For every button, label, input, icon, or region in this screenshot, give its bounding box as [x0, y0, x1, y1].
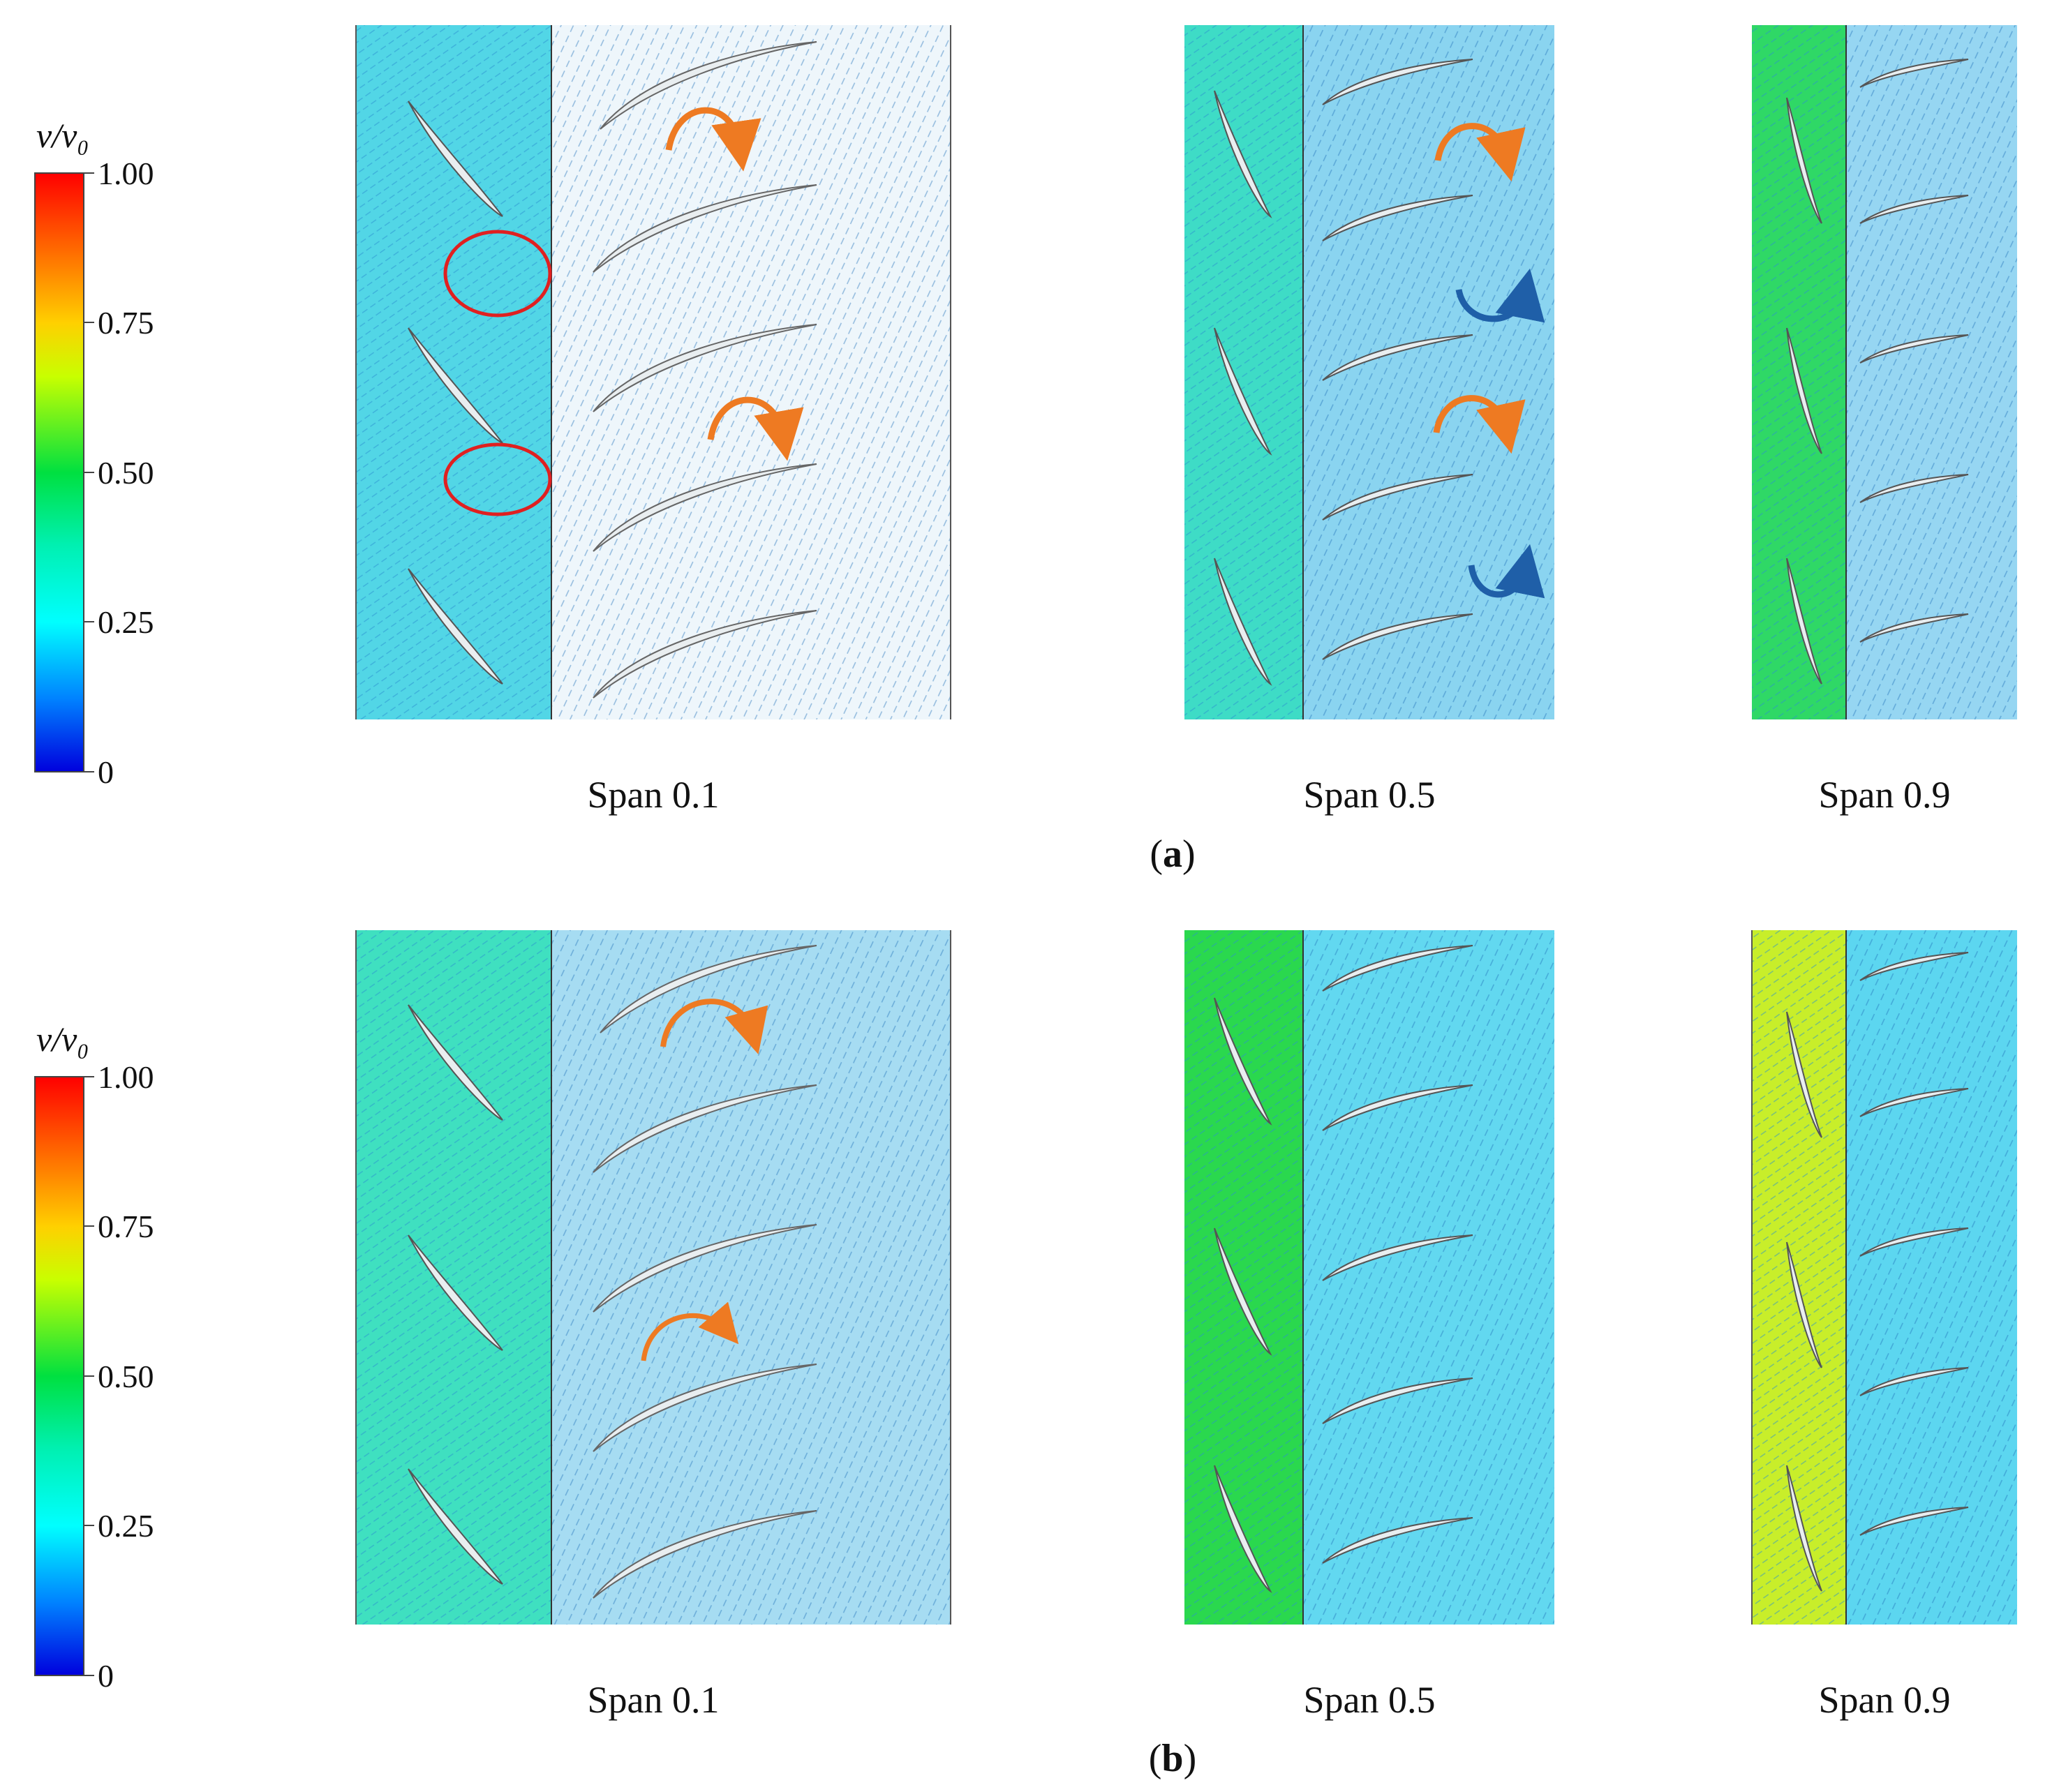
- separation-circle-2: [443, 442, 552, 516]
- vortex-arrow-orange: [665, 107, 761, 172]
- panel-caption: Span 0.5: [1303, 1679, 1436, 1721]
- subfigure-label: (a): [1150, 832, 1196, 876]
- colorbar-tick: 0: [98, 754, 114, 790]
- colorbar-tick: 0.50: [98, 1359, 154, 1394]
- panel-caption: Span 0.1: [587, 1679, 720, 1721]
- colorbar-tick: 0.50: [98, 455, 154, 491]
- vortex-arrow-blue: [1468, 544, 1545, 599]
- panel-caption: Span 0.5: [1303, 774, 1436, 816]
- vortex-arrow-orange: [660, 999, 768, 1054]
- colorbar-tick: 0.25: [98, 604, 154, 640]
- panel-caption: Span 0.1: [587, 774, 720, 816]
- vortex-arrow-orange: [707, 396, 804, 461]
- colorbar-b: [34, 1076, 94, 1676]
- colorbar-a: [34, 172, 94, 772]
- colorbar-tick: 1.00: [98, 1059, 154, 1095]
- colorbar-tick: 0.75: [98, 1209, 154, 1244]
- subfigure-label: (b): [1148, 1737, 1197, 1780]
- panel-a-span-0-1: [355, 25, 951, 719]
- colorbar-tick: 0.75: [98, 305, 154, 341]
- colorbar-title: v/v₀: [36, 116, 89, 155]
- panel-a-span-0-5: [1184, 25, 1554, 719]
- vortex-arrow-orange: [1434, 123, 1526, 182]
- panel-b-span-0-9: [1751, 930, 2017, 1625]
- colorbar-tick: 0.25: [98, 1508, 154, 1544]
- vortex-arrow-orange: [641, 1301, 739, 1361]
- panel-a-span-0-9: [1752, 25, 2017, 719]
- colorbar-tick: 0: [98, 1658, 114, 1694]
- panel-caption: Span 0.9: [1818, 774, 1951, 816]
- vortex-arrow-orange: [1433, 395, 1526, 454]
- panel-b-span-0-5: [1184, 930, 1554, 1625]
- panel-b-span-0-1: [355, 930, 951, 1625]
- colorbar-title: v/v₀: [36, 1020, 89, 1059]
- panel-caption: Span 0.9: [1818, 1679, 1951, 1721]
- separation-circle-1: [443, 230, 552, 318]
- vortex-arrow-blue: [1455, 268, 1545, 323]
- colorbar-tick: 1.00: [98, 156, 154, 191]
